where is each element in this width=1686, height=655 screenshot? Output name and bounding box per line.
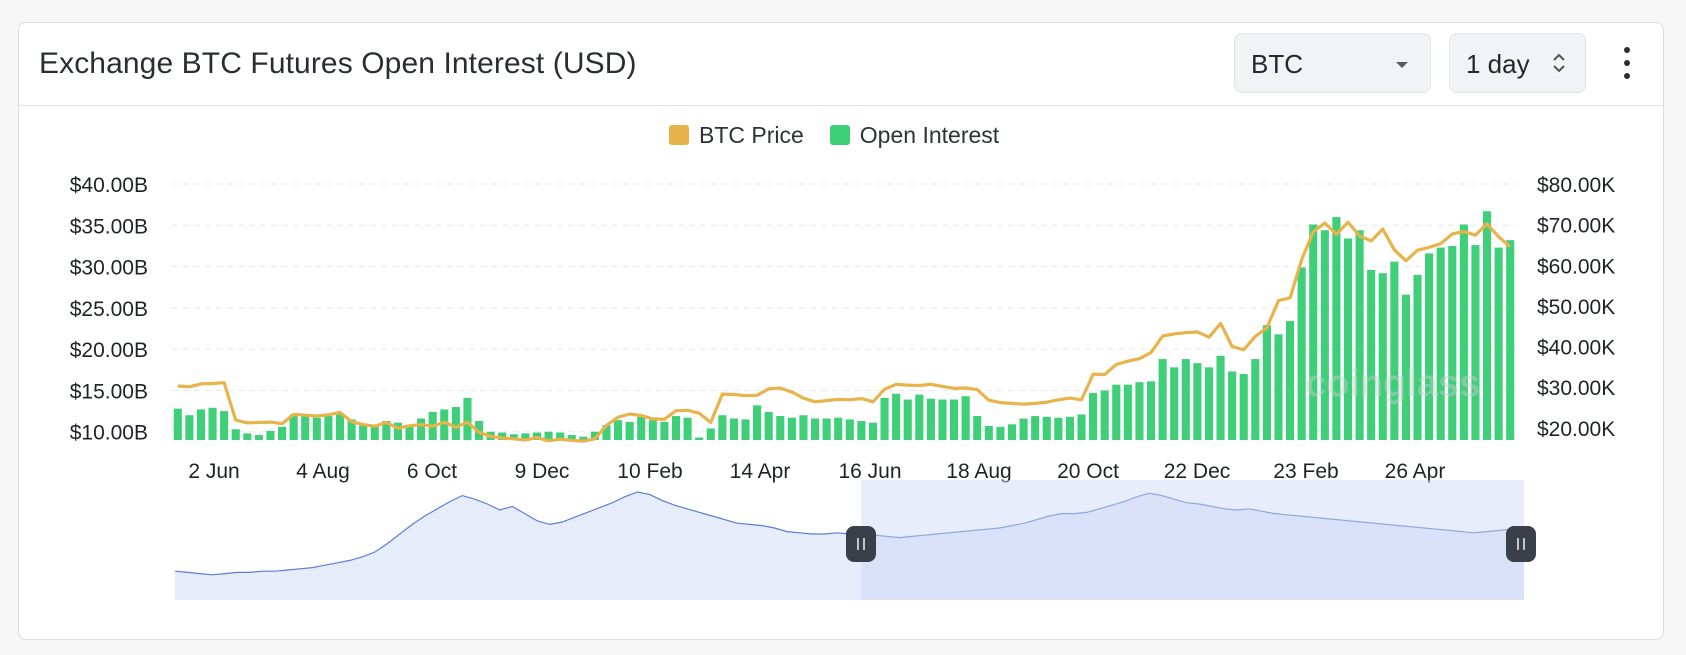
more-options-icon[interactable] — [1615, 43, 1639, 83]
chart-title: Exchange BTC Futures Open Interest (USD) — [39, 47, 637, 80]
legend-label-open-interest: Open Interest — [859, 121, 1000, 148]
legend-swatch-open-interest — [829, 125, 850, 145]
chart-legend: BTC Price Open Interest — [669, 115, 1025, 155]
interval-select[interactable]: 1 day — [1449, 33, 1586, 93]
legend-label-btc-price: BTC Price — [699, 121, 804, 148]
chart-card: Exchange BTC Futures Open Interest (USD)… — [18, 22, 1664, 640]
legend-swatch-btc-price — [669, 125, 689, 145]
legend-item-btc-price[interactable]: BTC Price — [669, 122, 804, 149]
up-down-arrows-icon — [1553, 53, 1565, 73]
legend-item-open-interest[interactable]: Open Interest — [829, 121, 1000, 149]
coin-select-value: BTC — [1251, 49, 1303, 79]
card-header: Exchange BTC Futures Open Interest (USD)… — [19, 23, 1663, 106]
coin-select[interactable]: BTC — [1234, 33, 1431, 93]
interval-select-value: 1 day — [1466, 49, 1530, 79]
chevron-down-icon — [1396, 62, 1408, 68]
